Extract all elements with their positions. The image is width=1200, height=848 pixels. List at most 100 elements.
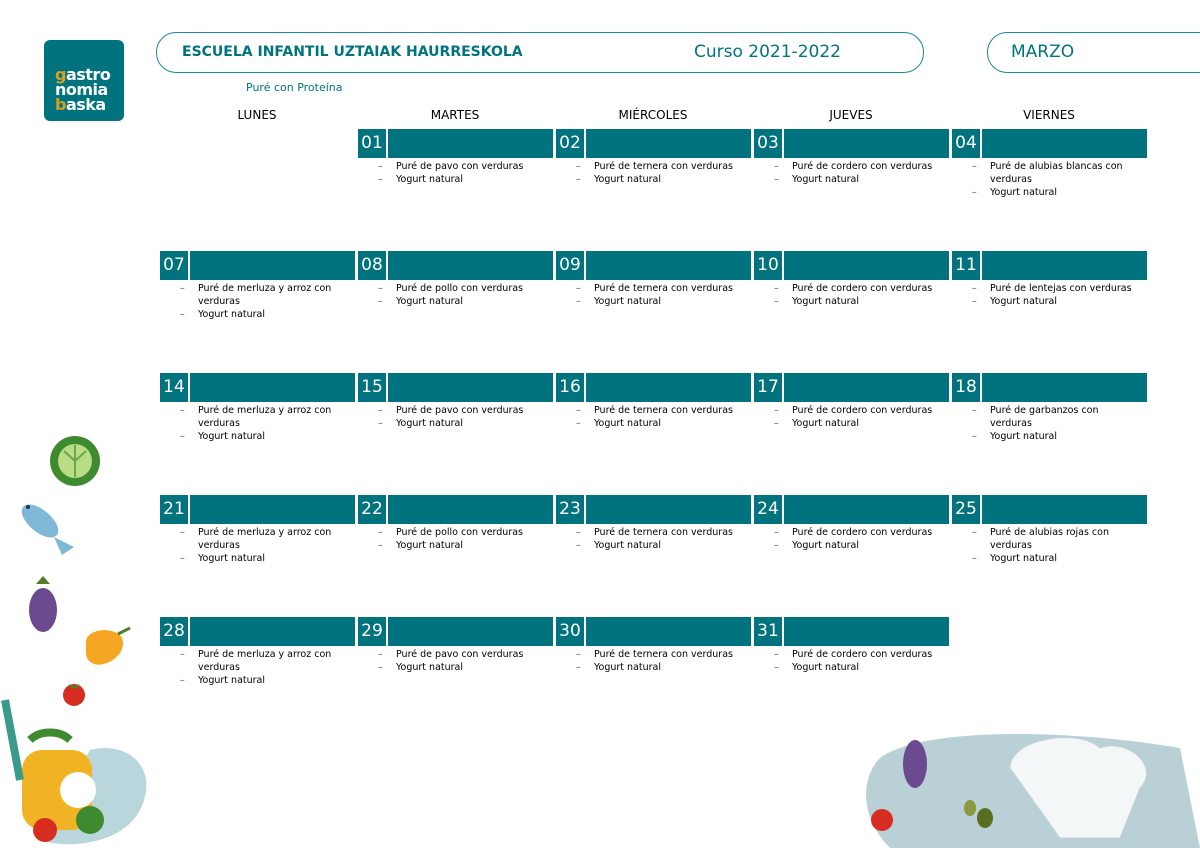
menu-item: Yogurt natural <box>774 539 944 552</box>
weekday-header: MIÉRCOLES <box>618 108 688 122</box>
day-number: 08 <box>358 251 386 280</box>
menu-item: Puré de pollo con verduras <box>378 282 548 295</box>
day-header-bar <box>190 373 355 402</box>
day-number: 28 <box>160 617 188 646</box>
day-number: 24 <box>754 495 782 524</box>
menu-item: Yogurt natural <box>378 417 548 430</box>
menu-item: Yogurt natural <box>972 186 1142 199</box>
menu-item: Yogurt natural <box>378 661 548 674</box>
pepper-icon <box>85 626 131 665</box>
tomato-icon <box>63 684 85 706</box>
day-number: 03 <box>754 129 782 158</box>
day-header-bar <box>982 495 1147 524</box>
menu-items: Puré de pavo con verdurasYogurt natural <box>378 648 548 674</box>
day-number: 18 <box>952 373 980 402</box>
day-header-bar <box>982 251 1147 280</box>
menu-item: Yogurt natural <box>972 552 1142 565</box>
menu-item: Puré de ternera con verduras <box>576 282 746 295</box>
day-number: 04 <box>952 129 980 158</box>
day-header-bar <box>982 129 1147 158</box>
menu-item: Puré de pavo con verduras <box>378 160 548 173</box>
menu-items: Puré de pavo con verdurasYogurt natural <box>378 404 548 430</box>
menu-items: Puré de cordero con verdurasYogurt natur… <box>774 160 944 186</box>
menu-item: Yogurt natural <box>576 661 746 674</box>
menu-item: Yogurt natural <box>378 539 548 552</box>
day-header-bar <box>784 617 949 646</box>
day-number: 10 <box>754 251 782 280</box>
day-number: 29 <box>358 617 386 646</box>
day-number: 14 <box>160 373 188 402</box>
day-header-bar <box>586 617 751 646</box>
menu-item: Yogurt natural <box>180 674 350 687</box>
menu-item: Puré de ternera con verduras <box>576 648 746 661</box>
day-number: 21 <box>160 495 188 524</box>
menu-item: Yogurt natural <box>774 295 944 308</box>
day-header-bar <box>982 373 1147 402</box>
menu-items: Puré de merluza y arroz con verdurasYogu… <box>180 404 350 443</box>
menu-item: Puré de cordero con verduras <box>774 404 944 417</box>
day-number: 09 <box>556 251 584 280</box>
menu-items: Puré de pavo con verdurasYogurt natural <box>378 160 548 186</box>
eggplant-icon <box>29 576 57 632</box>
menu-items: Puré de merluza y arroz con verdurasYogu… <box>180 282 350 321</box>
day-header-bar <box>586 251 751 280</box>
school-name: ESCUELA INFANTIL UZTAIAK HAURRESKOLA <box>182 44 523 60</box>
menu-item: Yogurt natural <box>180 552 350 565</box>
menu-items: Puré de cordero con verdurasYogurt natur… <box>774 404 944 430</box>
day-number: 25 <box>952 495 980 524</box>
menu-item: Puré de cordero con verduras <box>774 648 944 661</box>
menu-item: Yogurt natural <box>972 430 1142 443</box>
day-number: 16 <box>556 373 584 402</box>
chef-hat-illustration <box>866 734 1200 848</box>
day-number: 30 <box>556 617 584 646</box>
day-number: 15 <box>358 373 386 402</box>
menu-item: Yogurt natural <box>378 173 548 186</box>
menu-item: Yogurt natural <box>378 295 548 308</box>
menu-items: Puré de cordero con verdurasYogurt natur… <box>774 282 944 308</box>
menu-item: Yogurt natural <box>576 173 746 186</box>
menu-items: Puré de merluza y arroz con verdurasYogu… <box>180 648 350 687</box>
menu-items: Puré de ternera con verdurasYogurt natur… <box>576 648 746 674</box>
menu-item: Puré de merluza y arroz con verduras <box>180 404 350 430</box>
menu-items: Puré de alubias rojas con verdurasYogurt… <box>972 526 1142 565</box>
menu-item: Puré de pavo con verduras <box>378 648 548 661</box>
menu-items: Puré de ternera con verdurasYogurt natur… <box>576 282 746 308</box>
menu-item: Puré de garbanzos con verduras <box>972 404 1142 430</box>
day-header-bar <box>784 129 949 158</box>
menu-items: Puré de merluza y arroz con verdurasYogu… <box>180 526 350 565</box>
day-number: 02 <box>556 129 584 158</box>
day-header-bar <box>388 129 553 158</box>
weekday-header: MARTES <box>430 108 480 122</box>
cabbage-icon <box>50 436 100 486</box>
menu-subtitle: Puré con Proteína <box>246 81 343 94</box>
menu-item: Puré de ternera con verduras <box>576 160 746 173</box>
menu-item: Puré de ternera con verduras <box>576 526 746 539</box>
header-title-bar: ESCUELA INFANTIL UZTAIAK HAURRESKOLA Cur… <box>156 32 924 73</box>
menu-items: Puré de alubias blancas con verdurasYogu… <box>972 160 1142 199</box>
day-number: 07 <box>160 251 188 280</box>
menu-items: Puré de ternera con verdurasYogurt natur… <box>576 526 746 552</box>
menu-items: Puré de pollo con verdurasYogurt natural <box>378 282 548 308</box>
month-name: MARZO <box>1011 42 1075 62</box>
menu-item: Puré de ternera con verduras <box>576 404 746 417</box>
menu-item: Yogurt natural <box>180 430 350 443</box>
menu-item: Yogurt natural <box>774 417 944 430</box>
menu-item: Puré de merluza y arroz con verduras <box>180 282 350 308</box>
menu-items: Puré de ternera con verdurasYogurt natur… <box>576 404 746 430</box>
menu-item: Yogurt natural <box>576 417 746 430</box>
menu-item: Yogurt natural <box>774 661 944 674</box>
menu-item: Puré de alubias blancas con verduras <box>972 160 1142 186</box>
day-header-bar <box>388 495 553 524</box>
menu-item: Yogurt natural <box>972 295 1142 308</box>
day-header-bar <box>388 373 553 402</box>
cooking-pot-illustration <box>1 699 147 845</box>
day-header-bar <box>388 617 553 646</box>
menu-items: Puré de lentejas con verdurasYogurt natu… <box>972 282 1142 308</box>
menu-items: Puré de ternera con verdurasYogurt natur… <box>576 160 746 186</box>
menu-item: Yogurt natural <box>774 173 944 186</box>
menu-item: Puré de pollo con verduras <box>378 526 548 539</box>
menu-item: Puré de merluza y arroz con verduras <box>180 648 350 674</box>
menu-items: Puré de cordero con verdurasYogurt natur… <box>774 648 944 674</box>
day-header-bar <box>388 251 553 280</box>
day-header-bar <box>190 495 355 524</box>
